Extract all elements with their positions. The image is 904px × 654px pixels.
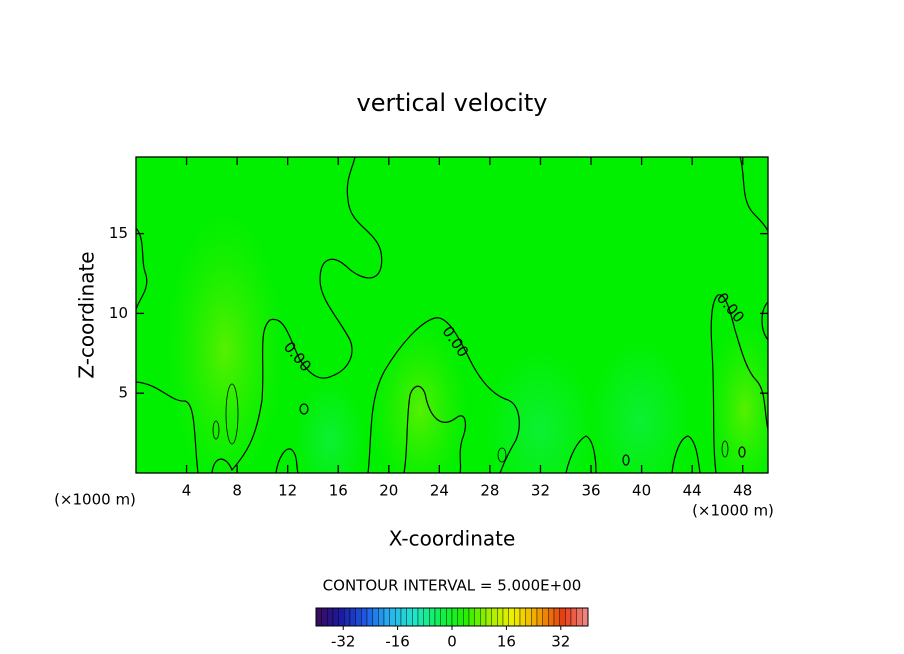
x-tick-label: 24 — [430, 482, 449, 500]
colorbar-cell — [361, 607, 368, 627]
colorbar-cell — [497, 607, 504, 627]
colorbar-cell — [440, 607, 447, 627]
contour-line — [136, 227, 148, 311]
colorbar-cell — [355, 607, 362, 627]
colorbar-cell — [315, 607, 322, 627]
colorbar-cell — [542, 607, 549, 627]
colorbar-cell — [338, 607, 345, 627]
colorbar-cell — [536, 607, 543, 627]
contour-line — [211, 157, 383, 473]
contour-loop — [212, 420, 220, 440]
contour-loop — [622, 454, 630, 466]
plot-frame — [135, 156, 769, 474]
colorbar-cell — [349, 607, 356, 627]
colorbar-cell — [502, 607, 509, 627]
contour-line — [367, 317, 520, 473]
contour-loop — [225, 383, 239, 445]
x-unit-label: (×1000 m) — [54, 491, 136, 509]
y-tick-label: 5 — [118, 384, 128, 402]
colorbar-cell — [446, 607, 453, 627]
colorbar-cell — [327, 607, 334, 627]
colorbar-cell — [372, 607, 379, 627]
colorbar-tick-label: -32 — [331, 633, 356, 651]
colorbar-cell — [553, 607, 560, 627]
colorbar-cell — [582, 607, 589, 627]
contour-loop — [721, 440, 729, 458]
colorbar-cell — [559, 607, 566, 627]
colorbar-cell — [525, 607, 532, 627]
x-axis-label: X-coordinate — [389, 527, 516, 551]
colorbar-cell — [474, 607, 481, 627]
x-tick-label: 8 — [232, 482, 242, 500]
colorbar-cell — [463, 607, 470, 627]
y-axis-label: Z-coordinate — [75, 251, 99, 378]
contour-line — [739, 157, 768, 233]
colorbar-cell — [332, 607, 339, 627]
contour-line — [761, 301, 768, 341]
colorbar-cell — [321, 607, 328, 627]
colorbar-cell — [519, 607, 526, 627]
contour-loop — [299, 403, 309, 415]
colorbar-cell — [576, 607, 583, 627]
field-shading — [165, 210, 768, 473]
contour-line — [671, 435, 701, 473]
colorbar-cell — [412, 607, 419, 627]
colorbar-cell — [457, 607, 464, 627]
contour-interval: CONTOUR INTERVAL = 5.000E+00 — [323, 577, 582, 595]
colorbar-cell — [565, 607, 572, 627]
colorbar-cell — [395, 607, 402, 627]
colorbar-cell — [423, 607, 430, 627]
x-tick-label: 20 — [379, 482, 398, 500]
colorbar-cell — [406, 607, 413, 627]
colorbar-tick-label: 32 — [551, 633, 570, 651]
y-tick-label: 10 — [109, 304, 128, 322]
colorbar-tick-label: 16 — [497, 633, 516, 651]
colorbar-cell — [508, 607, 515, 627]
x-tick-label: 4 — [182, 482, 192, 500]
colorbar-cell — [383, 607, 390, 627]
colorbar-tick-label: 0 — [447, 633, 457, 651]
colorbar-cell — [570, 607, 577, 627]
colorbar-cell — [378, 607, 385, 627]
colorbar-tick-label: -16 — [385, 633, 410, 651]
colorbar-cell — [514, 607, 521, 627]
colorbar-cell — [389, 607, 396, 627]
x-tick-label: 36 — [581, 482, 600, 500]
x-tick-label: 12 — [278, 482, 297, 500]
colorbar-cell — [491, 607, 498, 627]
colorbar-cell — [366, 607, 373, 627]
x-tick-label: 48 — [733, 482, 752, 500]
colorbar-cell — [531, 607, 538, 627]
y-tick-label: 15 — [109, 224, 128, 242]
contour-line — [565, 435, 597, 473]
contour-line — [275, 448, 299, 473]
x-tick-label: 44 — [683, 482, 702, 500]
colorbar-cell — [451, 607, 458, 627]
contour-line — [136, 381, 199, 473]
contour-loop — [497, 447, 507, 463]
chart-title: vertical velocity — [357, 89, 548, 117]
x-tick-label: 28 — [480, 482, 499, 500]
contour-line — [710, 294, 768, 473]
colorbar-cell — [344, 607, 351, 627]
colorbar-cell — [400, 607, 407, 627]
colorbar-cell — [468, 607, 475, 627]
colorbar-cell — [434, 607, 441, 627]
colorbar-cell — [480, 607, 487, 627]
colorbar-cell — [417, 607, 424, 627]
x-tick-label: 16 — [329, 482, 348, 500]
colorbar-cell — [548, 607, 555, 627]
colorbar-cell — [429, 607, 436, 627]
contour-loop — [738, 446, 746, 458]
contour-line — [403, 385, 466, 473]
x-unit-label: (×1000 m) — [692, 502, 774, 520]
x-tick-label: 40 — [632, 482, 651, 500]
colorbar-cell — [485, 607, 492, 627]
x-tick-label: 32 — [531, 482, 550, 500]
contour-lines — [136, 157, 768, 473]
